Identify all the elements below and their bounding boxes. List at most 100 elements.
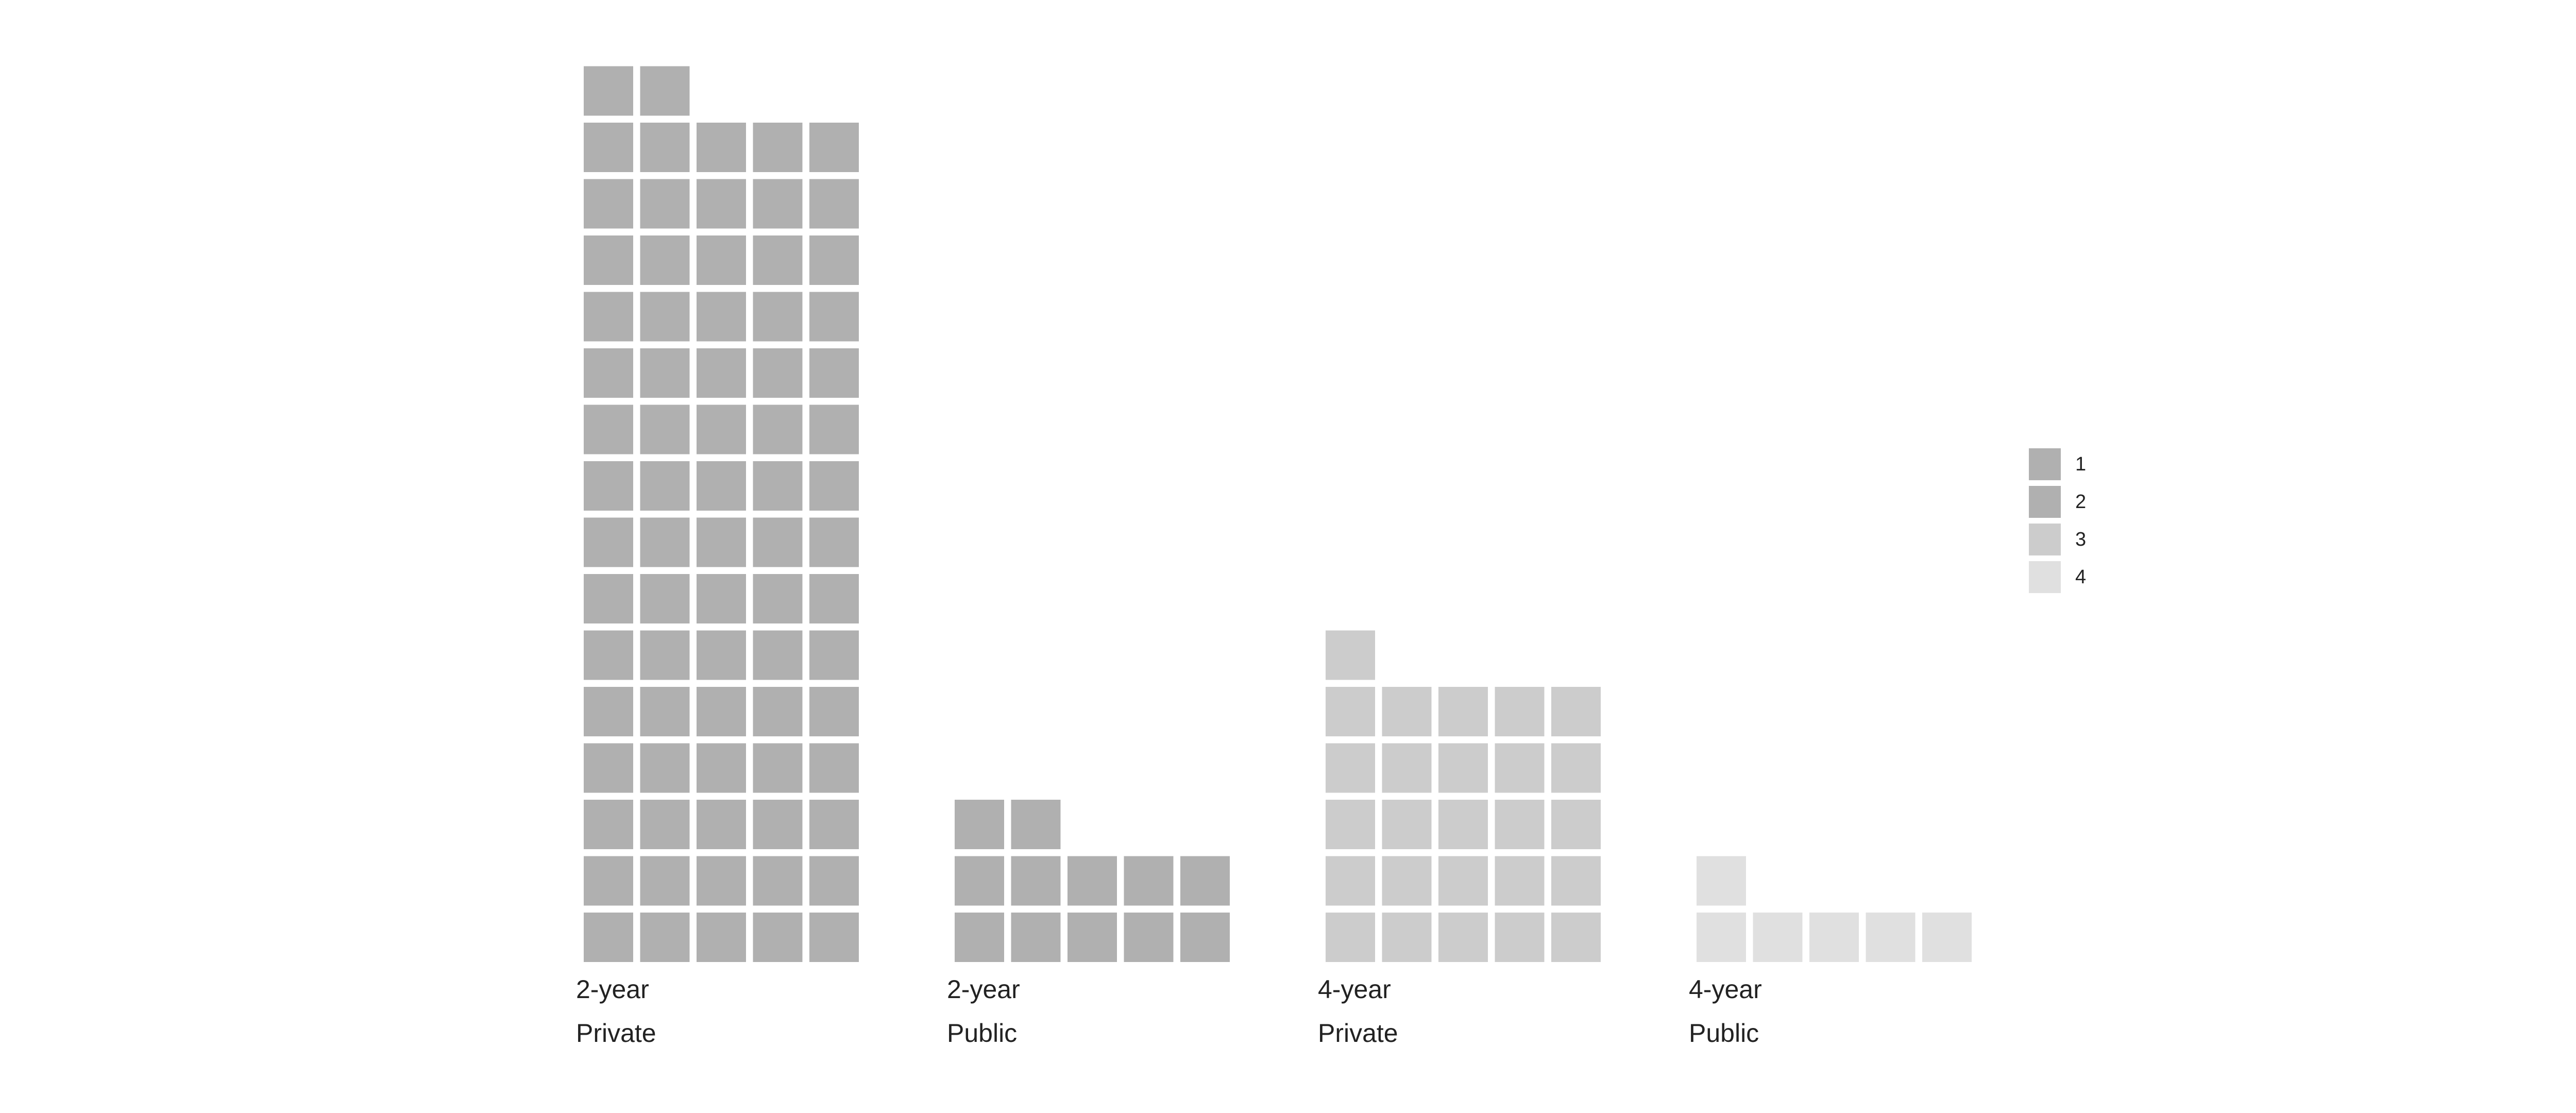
waffle-cell (1011, 856, 1061, 906)
legend-swatch (2029, 486, 2061, 518)
waffle-cell (809, 517, 859, 567)
waffle-cell (584, 404, 633, 454)
waffle-cell (753, 856, 803, 906)
waffle-cell (1382, 687, 1432, 736)
waffle-cell (640, 123, 690, 172)
waffle-cell (753, 800, 803, 849)
category-label-sector: Private (576, 1019, 656, 1048)
category-label-sector: Public (947, 1019, 1017, 1048)
waffle-cell (584, 800, 633, 849)
waffle-cell (640, 404, 690, 454)
waffle-cell (697, 123, 746, 172)
waffle-cell (1809, 913, 1859, 962)
waffle-cell (809, 800, 859, 849)
waffle-cell (584, 123, 633, 172)
waffle-cell (697, 348, 746, 398)
waffle-cell (584, 743, 633, 793)
waffle-cell (697, 517, 746, 567)
waffle-cell (1124, 913, 1174, 962)
waffle-cell (809, 404, 859, 454)
waffle-cell (1124, 856, 1174, 906)
waffle-cell (1067, 856, 1117, 906)
waffle-cell (584, 574, 633, 623)
waffle-cell (584, 461, 633, 511)
waffle-cell (640, 348, 690, 398)
waffle-cell (809, 123, 859, 172)
waffle-stack (1697, 856, 1972, 962)
waffle-cell (584, 687, 633, 736)
waffle-cell (809, 743, 859, 793)
waffle-cell (1922, 913, 1972, 962)
waffle-cell (1326, 743, 1375, 793)
waffle-cell (1551, 743, 1601, 793)
waffle-cell (1438, 800, 1488, 849)
waffle-cell (955, 856, 1004, 906)
waffle-cell (1866, 913, 1916, 962)
waffle-cell (1697, 913, 1746, 962)
waffle-cell (1438, 913, 1488, 962)
category-label-type: 4-year (1689, 975, 1762, 1004)
waffle-cell (697, 179, 746, 229)
legend-label: 4 (2075, 566, 2086, 588)
waffle-cell (809, 461, 859, 511)
waffle-cell (1180, 856, 1230, 906)
waffle-cell (753, 235, 803, 285)
waffle-cell (1551, 856, 1601, 906)
waffle-cell (697, 743, 746, 793)
waffle-cell (1382, 800, 1432, 849)
waffle-cell (1326, 630, 1375, 680)
waffle-cell (753, 179, 803, 229)
waffle-cell (640, 517, 690, 567)
waffle-cell (1495, 800, 1545, 849)
waffle-cell (1495, 743, 1545, 793)
waffle-stack (1326, 630, 1601, 962)
waffle-cell (640, 292, 690, 342)
waffle-cell (1011, 800, 1061, 849)
legend-swatch (2029, 524, 2061, 555)
legend-label: 3 (2075, 529, 2086, 550)
category-label-sector: Private (1318, 1019, 1398, 1048)
waffle-cell (809, 630, 859, 680)
waffle-cell (753, 630, 803, 680)
waffle-cell (584, 292, 633, 342)
waffle-cell (584, 66, 633, 116)
waffle-cell (809, 348, 859, 398)
waffle-cell (697, 292, 746, 342)
waffle-cell (640, 743, 690, 793)
waffle-cell (1067, 913, 1117, 962)
legend-label: 1 (2075, 453, 2086, 475)
waffle-cell (1326, 687, 1375, 736)
waffle-cell (697, 404, 746, 454)
waffle-cell (1495, 913, 1545, 962)
waffle-cell (1551, 913, 1601, 962)
waffle-stack (955, 800, 1230, 962)
waffle-cell (809, 235, 859, 285)
waffle-cell (697, 800, 746, 849)
waffle-cell (809, 687, 859, 736)
waffle-cell (640, 235, 690, 285)
waffle-cell (1382, 856, 1432, 906)
waffle-cell (753, 517, 803, 567)
legend-label: 2 (2075, 491, 2086, 513)
waffle-cell (697, 913, 746, 962)
waffle-cell (1495, 856, 1545, 906)
waffle-cell (697, 574, 746, 623)
waffle-cell (697, 856, 746, 906)
legend-swatch (2029, 561, 2061, 593)
waffle-cell (584, 913, 633, 962)
waffle-cell (753, 687, 803, 736)
waffle-cell (809, 913, 859, 962)
waffle-cell (1697, 856, 1746, 906)
waffle-cell (640, 179, 690, 229)
waffle-cell (1495, 687, 1545, 736)
category-label-sector: Public (1689, 1019, 1759, 1048)
waffle-cell (809, 179, 859, 229)
waffle-cell (753, 574, 803, 623)
category-label-type: 4-year (1318, 975, 1391, 1004)
waffle-cell (584, 235, 633, 285)
waffle-cell (640, 461, 690, 511)
legend-swatch (2029, 448, 2061, 480)
waffle-cell (753, 913, 803, 962)
waffle-cell (1326, 800, 1375, 849)
waffle-cell (1438, 743, 1488, 793)
